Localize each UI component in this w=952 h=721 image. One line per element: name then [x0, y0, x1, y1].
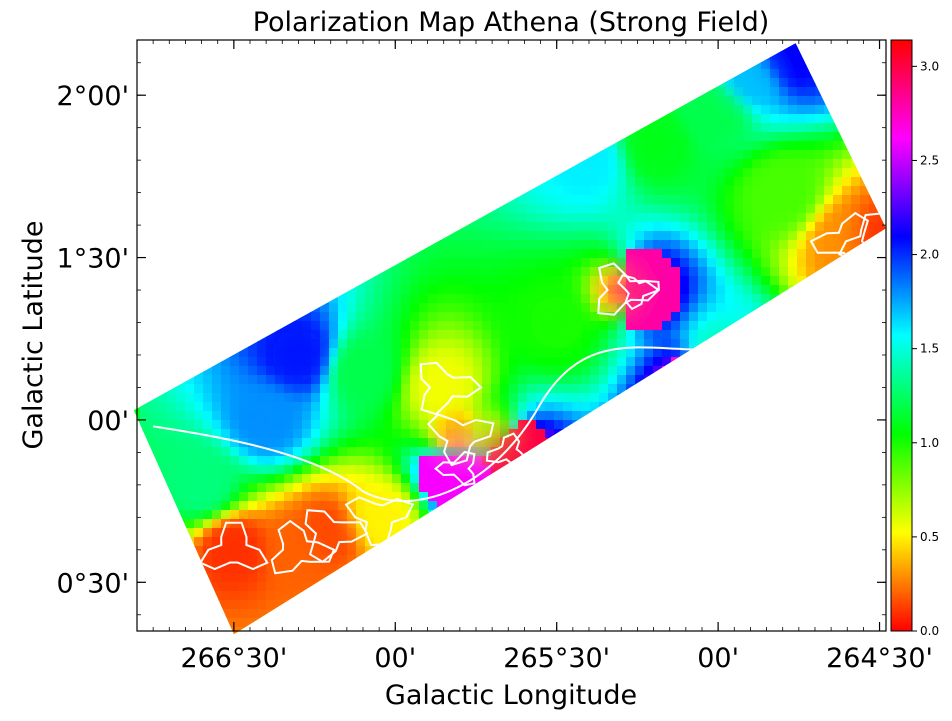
x-axis-ticks: 266°30' 00' 265°30' 00' 264°30'	[136, 40, 933, 674]
contour-line-0	[198, 521, 269, 571]
x-tick-label-1: 00'	[374, 643, 416, 674]
contour-line-15	[617, 274, 660, 311]
heatmap-sample-2	[304, 507, 357, 560]
colorbar-tick-label-4: 2.0	[920, 248, 939, 262]
colorbar-tick-label-6: 3.0	[920, 59, 939, 73]
y-tick-label-0: 2°00'	[57, 81, 129, 112]
x-axis-label: Galactic Longitude	[385, 680, 637, 711]
colorbar: 0.0 0.5 1.0 1.5 2.0 2.5 3.0	[890, 39, 939, 638]
colorbar-fill	[891, 40, 912, 631]
heatmap-sample-7	[336, 345, 389, 398]
y-tick-label-1: 1°30'	[57, 244, 129, 275]
contour-line-9	[426, 413, 495, 467]
heatmap-sample-6	[272, 328, 325, 381]
heatmap-sample-8	[417, 361, 470, 414]
heatmap-sample-23	[756, 166, 809, 219]
colorbar-tick-label-1: 0.5	[920, 530, 939, 544]
x-tick-label-4: 264°30'	[826, 643, 933, 674]
y-tick-label-3: 0°30'	[57, 568, 129, 599]
heatmap-sample-13	[530, 296, 583, 349]
contour-line-1	[270, 519, 336, 575]
y-axis-label: Galactic Latitude	[18, 221, 49, 450]
colorbar-frame	[890, 39, 913, 632]
heatmap-sample-20	[692, 85, 745, 138]
contour-line-11	[434, 450, 476, 487]
x-tick-label-2: 265°30'	[503, 643, 610, 674]
colorbar-tick-label-2: 1.0	[920, 436, 939, 450]
contour-line-14	[597, 262, 661, 316]
contour-line-2	[304, 509, 369, 564]
chart-title: Polarization Map Athena (Strong Field)	[253, 7, 770, 38]
heatmap-sample-4	[175, 458, 228, 511]
heatmap-sample-5	[240, 393, 293, 446]
colorbar-tick-label-3: 1.5	[920, 342, 939, 356]
plot-frame	[136, 39, 887, 632]
plot-area: 266°30' 00' 265°30' 00' 264°30' 2°00' 1°30' 00…	[57, 39, 933, 674]
x-tick-label-0: 266°30'	[180, 643, 287, 674]
colorbar-tick-label-5: 2.5	[920, 153, 939, 167]
colorbar-tick-label-0: 0.0	[920, 624, 939, 638]
contour-line-band	[152, 346, 719, 502]
y-tick-label-2: 00'	[87, 406, 129, 437]
x-tick-label-3: 00'	[697, 643, 739, 674]
y-axis-ticks: 2°00' 1°30' 00' 0°30'	[57, 62, 886, 616]
contour-line-8	[419, 361, 483, 416]
colorbar-ticks: 0.0 0.5 1.0 1.5 2.0 2.5 3.0	[912, 59, 939, 638]
heatmap-sample-19	[627, 117, 680, 170]
